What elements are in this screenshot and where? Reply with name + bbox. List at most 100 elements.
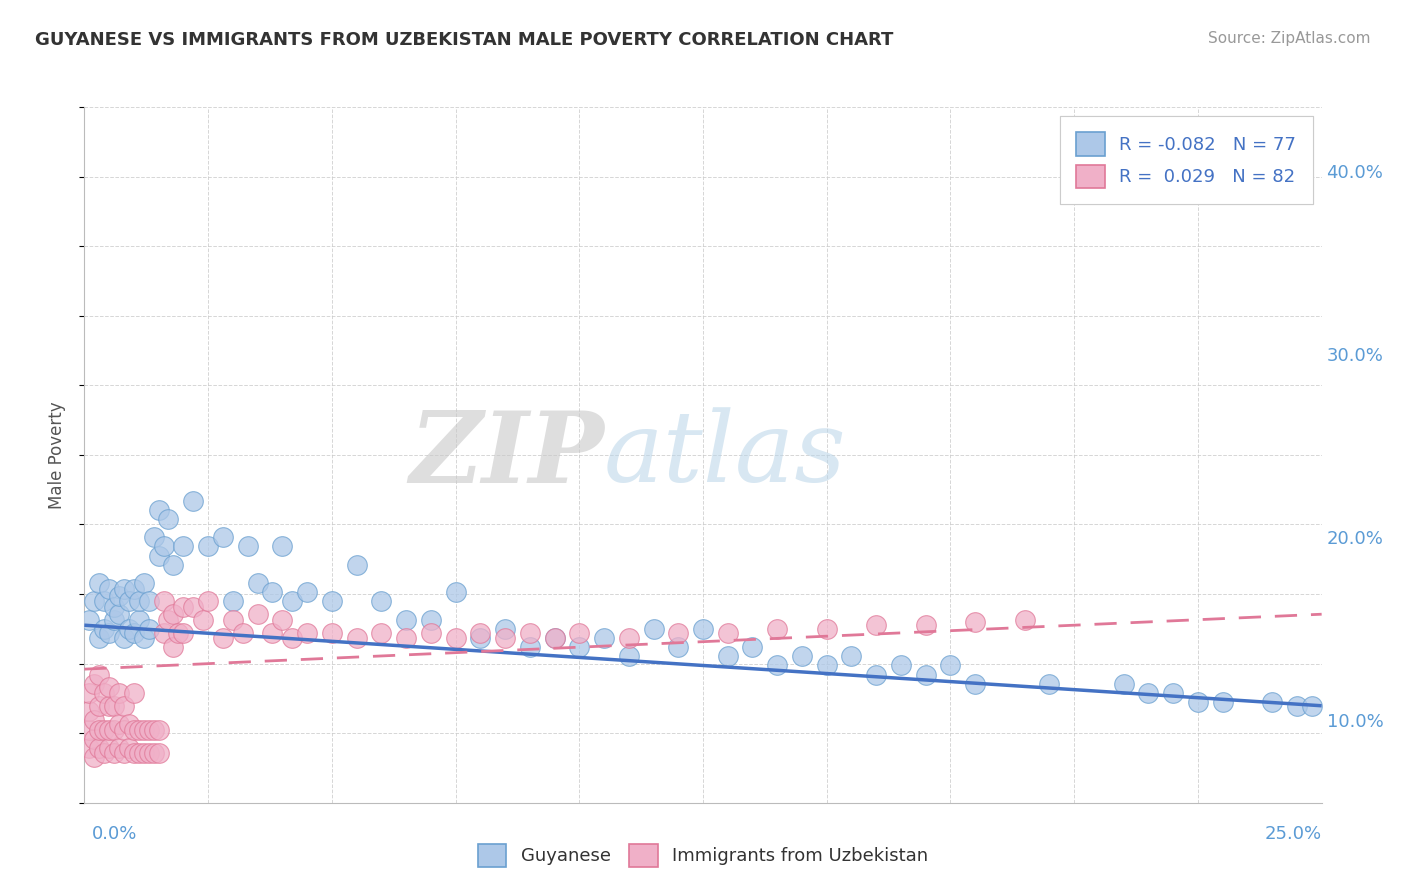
Point (370, 625, 392, 640)
Point (236, 540, 259, 554)
Point (1014, 613, 1036, 627)
Y-axis label: Male Poverty: Male Poverty (48, 401, 66, 508)
Point (128, 613, 150, 627)
Point (815, 622, 838, 636)
Point (717, 649, 740, 664)
Legend: Guyanese, Immigrants from Uzbekistan: Guyanese, Immigrants from Uzbekistan (471, 837, 935, 874)
Point (98, 723, 121, 737)
Point (142, 530, 165, 544)
Point (132, 723, 155, 737)
Point (939, 658, 962, 673)
Point (128, 723, 150, 737)
Point (232, 625, 254, 640)
Point (395, 613, 418, 627)
Point (865, 618, 887, 632)
Point (122, 686, 145, 700)
Point (1301, 698, 1323, 713)
Point (1161, 686, 1184, 700)
Point (118, 594, 141, 608)
Point (617, 649, 640, 664)
Point (112, 747, 135, 761)
Point (103, 723, 125, 737)
Point (766, 658, 789, 673)
Point (108, 589, 131, 603)
Point (1212, 695, 1234, 709)
Point (83, 750, 105, 764)
Point (790, 649, 813, 664)
Point (79, 686, 101, 700)
Point (470, 631, 492, 645)
Point (138, 747, 160, 761)
Point (93, 594, 115, 608)
Point (93, 622, 115, 636)
Point (138, 622, 160, 636)
Point (112, 582, 135, 596)
Point (470, 625, 492, 640)
Point (281, 631, 304, 645)
Point (108, 740, 131, 755)
Point (118, 740, 141, 755)
Point (419, 625, 441, 640)
Point (142, 723, 165, 737)
Point (118, 717, 141, 731)
Point (865, 667, 887, 681)
Point (181, 493, 204, 508)
Point (79, 613, 101, 627)
Text: ZIP: ZIP (409, 407, 605, 503)
Point (890, 658, 912, 673)
Point (79, 704, 101, 718)
Point (1038, 677, 1060, 691)
Point (79, 723, 101, 737)
Point (321, 625, 343, 640)
Point (162, 640, 184, 655)
Text: 25.0%: 25.0% (1264, 825, 1322, 843)
Point (766, 622, 789, 636)
Point (93, 723, 115, 737)
Point (1187, 695, 1209, 709)
Point (543, 631, 565, 645)
Point (138, 594, 160, 608)
Point (128, 747, 150, 761)
Text: GUYANESE VS IMMIGRANTS FROM UZBEKISTAN MALE POVERTY CORRELATION CHART: GUYANESE VS IMMIGRANTS FROM UZBEKISTAN M… (35, 31, 894, 49)
Point (103, 747, 125, 761)
Point (271, 540, 294, 554)
Point (112, 631, 135, 645)
Point (965, 677, 987, 691)
Point (965, 615, 987, 629)
Point (132, 631, 155, 645)
Point (666, 640, 689, 655)
Point (617, 631, 640, 645)
Point (444, 631, 467, 645)
Point (295, 585, 318, 599)
Point (643, 622, 665, 636)
Point (246, 576, 269, 591)
Point (167, 625, 190, 640)
Point (89, 723, 111, 737)
Point (157, 512, 180, 526)
Point (112, 698, 135, 713)
Point (103, 613, 125, 627)
Point (89, 698, 111, 713)
Point (108, 686, 131, 700)
Point (1285, 698, 1308, 713)
Point (79, 740, 101, 755)
Point (494, 631, 516, 645)
Point (395, 631, 418, 645)
Point (108, 717, 131, 731)
Point (246, 607, 269, 622)
Point (83, 731, 105, 746)
Point (222, 594, 245, 608)
Point (568, 640, 591, 655)
Point (89, 576, 111, 591)
Point (89, 631, 111, 645)
Point (519, 625, 541, 640)
Point (89, 667, 111, 681)
Point (152, 594, 174, 608)
Point (1112, 677, 1135, 691)
Point (83, 677, 105, 691)
Point (138, 723, 160, 737)
Point (741, 640, 763, 655)
Point (122, 582, 145, 596)
Point (108, 607, 131, 622)
Point (93, 686, 115, 700)
